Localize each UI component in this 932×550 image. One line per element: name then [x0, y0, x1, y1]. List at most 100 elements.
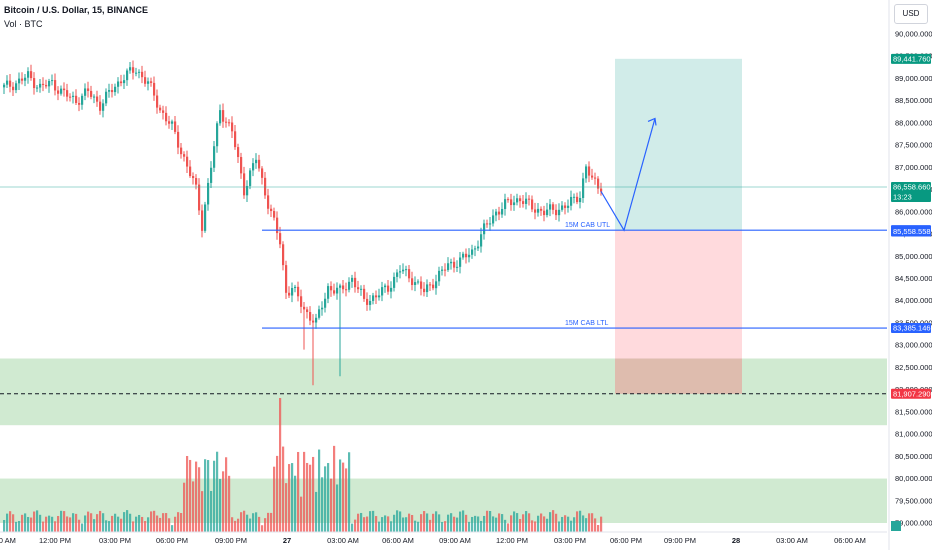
volume-bar: [279, 398, 282, 532]
volume-bar: [264, 518, 267, 532]
volume-bar: [588, 513, 591, 532]
candle-body: [264, 177, 267, 196]
volume-bar: [297, 451, 300, 532]
candle-body: [444, 269, 447, 271]
candle-body: [513, 202, 516, 206]
candle-body: [306, 309, 309, 313]
volume-bar: [111, 515, 114, 532]
volume-bar: [66, 516, 69, 532]
volume-bar: [537, 515, 540, 532]
y-tick-label: 84,000.000: [895, 296, 932, 305]
candle-body: [417, 281, 420, 283]
candle-body: [132, 67, 135, 73]
candle-body: [24, 77, 27, 81]
volume-bar: [414, 520, 417, 532]
volume-bar: [285, 483, 288, 532]
candle-body: [438, 270, 441, 282]
arrow-head: [647, 117, 657, 126]
candle-body: [141, 71, 144, 78]
y-tick-label: 84,500.000: [895, 274, 932, 283]
level-label: 15M CAB LTL: [565, 320, 609, 327]
candle-body: [198, 184, 201, 211]
volume-bar: [54, 521, 57, 532]
candle-body: [189, 166, 192, 177]
candle-body: [336, 287, 339, 294]
volume-bar: [333, 445, 336, 532]
volume-bar: [237, 518, 240, 532]
volume-bar: [561, 516, 564, 532]
volume-bar: [342, 462, 345, 532]
candle-body: [366, 298, 369, 305]
volume-bar: [267, 512, 270, 532]
volume-bar: [426, 513, 429, 532]
candle-body: [174, 121, 177, 132]
candle-body: [15, 83, 18, 91]
x-tick-label: 06:00 AM: [382, 536, 414, 545]
candle-body: [279, 233, 282, 245]
candle-body: [360, 288, 363, 290]
volume-bar: [165, 513, 168, 532]
candle-body: [363, 288, 366, 299]
y-tick-label: 86,000.000: [895, 207, 932, 216]
volume-bar: [474, 515, 477, 532]
volume-bar: [312, 456, 315, 532]
volume-bar: [405, 517, 408, 532]
candle-body: [45, 84, 48, 87]
volume-bar: [321, 477, 324, 532]
volume-bar: [219, 478, 222, 532]
candle-body: [126, 70, 129, 81]
volume-bar: [492, 516, 495, 532]
candle-body: [246, 185, 249, 196]
volume-bar: [153, 510, 156, 532]
volume-bar: [480, 520, 483, 532]
volume-bar: [87, 511, 90, 532]
volume-bar: [423, 511, 426, 532]
price-badge: [891, 53, 931, 64]
volume-bar: [291, 463, 294, 532]
candle-body: [459, 257, 462, 267]
candle-body: [333, 290, 336, 294]
candle-body: [204, 204, 207, 231]
x-tick-label: 06:00 PM: [156, 536, 188, 545]
candle-body: [402, 269, 405, 272]
candle-body: [423, 288, 426, 293]
volume-bar: [573, 517, 576, 532]
candle-body: [600, 188, 603, 192]
volume-bar: [576, 511, 579, 532]
volume-bar: [129, 513, 132, 532]
candle-body: [225, 121, 228, 123]
candle-body: [273, 211, 276, 218]
volume-bar: [552, 510, 555, 532]
candle-body: [210, 167, 213, 183]
volume-bar: [555, 513, 558, 532]
volume-bar: [150, 511, 153, 532]
volume-bar: [192, 481, 195, 532]
volume-bar: [540, 513, 543, 532]
candle-body: [297, 286, 300, 297]
currency-button[interactable]: USD: [894, 4, 928, 24]
overlays-layer: 15M CAB UTL 15M CAB LTL: [0, 117, 887, 395]
candle-body: [585, 166, 588, 179]
candle-body: [87, 88, 90, 91]
volume-bar: [234, 520, 237, 532]
candles-layer: [3, 60, 603, 386]
volume-bar: [9, 511, 12, 532]
x-tick-label: 09:00 AM: [439, 536, 471, 545]
candle-body: [393, 276, 396, 288]
candle-body: [543, 210, 546, 216]
volume-bar: [27, 516, 30, 532]
candle-body: [138, 71, 141, 73]
volume-bar: [378, 521, 381, 532]
y-tick-label: 82,500.000: [895, 363, 932, 372]
candle-body: [207, 182, 210, 205]
volume-bar: [246, 514, 249, 532]
x-tick-label: 06:00 AM: [834, 536, 866, 545]
volume-bar: [390, 521, 393, 532]
candle-body: [588, 166, 591, 176]
x-tick-label: 27: [283, 536, 291, 545]
volume-bar: [252, 513, 255, 532]
candle-body: [321, 307, 324, 310]
volume-bar: [105, 520, 108, 532]
volume-bar: [516, 513, 519, 532]
